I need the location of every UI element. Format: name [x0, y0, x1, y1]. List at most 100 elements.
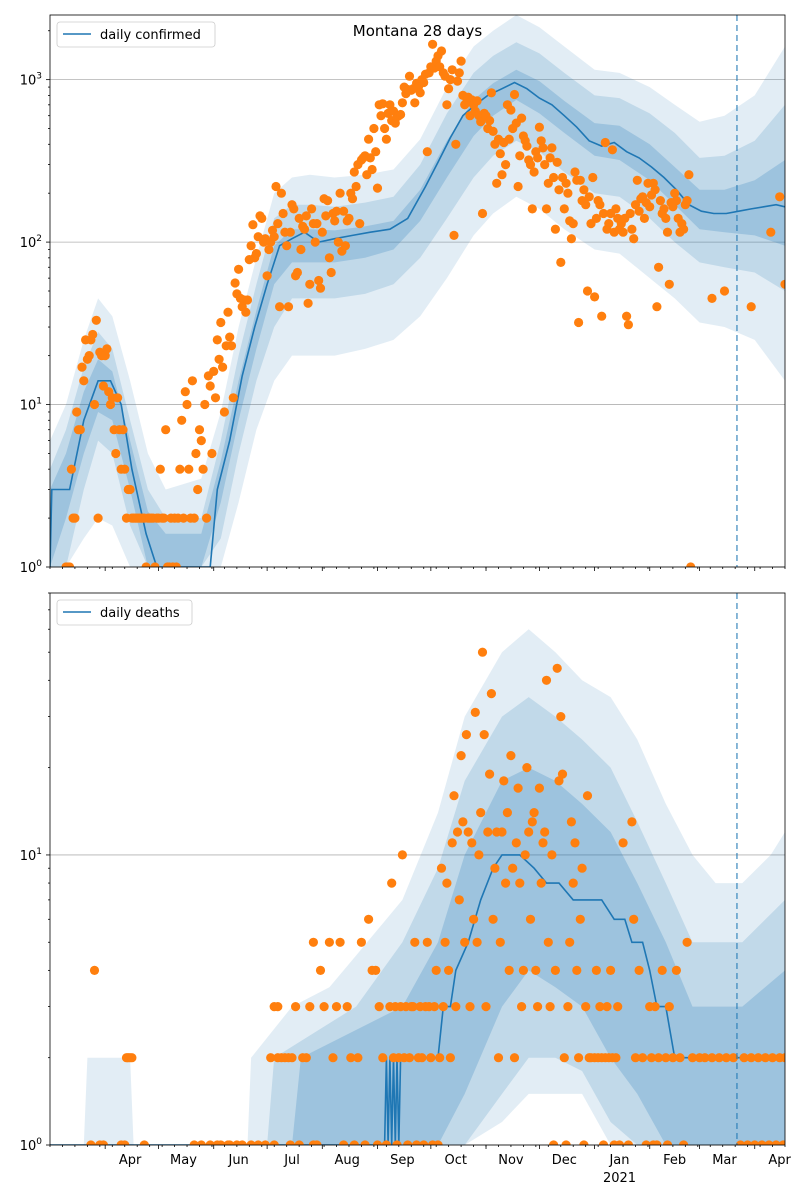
data-point: [444, 84, 454, 94]
data-point: [251, 249, 261, 259]
data-point: [331, 1002, 342, 1012]
data-point: [492, 178, 502, 188]
data-point: [497, 170, 507, 180]
data-point: [627, 224, 637, 234]
data-point: [700, 1053, 710, 1063]
data-point: [161, 425, 171, 435]
data-point: [189, 1140, 199, 1145]
data-point: [618, 838, 628, 848]
data-point: [598, 208, 609, 219]
data-point: [570, 838, 580, 848]
data-point: [305, 1002, 315, 1012]
data-point: [778, 1140, 785, 1145]
data-point: [285, 227, 295, 237]
data-point: [527, 204, 537, 214]
data-point: [189, 513, 199, 523]
data-point: [328, 1053, 338, 1063]
data-point: [187, 376, 197, 386]
data-point: [403, 1140, 413, 1145]
data-point: [686, 562, 696, 567]
x-year-label: 2021: [603, 1171, 636, 1186]
data-point: [682, 937, 692, 947]
data-point: [591, 213, 602, 223]
data-point: [613, 1002, 623, 1012]
data-point: [367, 164, 377, 175]
data-point: [248, 220, 258, 230]
data-point: [91, 315, 101, 325]
confidence-band: [292, 767, 785, 1145]
data-point: [614, 1140, 625, 1145]
x-tick-label: Mar: [712, 1153, 737, 1168]
data-point: [650, 185, 660, 195]
data-point: [438, 1002, 448, 1012]
data-point: [550, 224, 561, 234]
data-point: [509, 89, 520, 100]
data-point: [618, 227, 628, 237]
data-point: [447, 65, 457, 75]
legend-box: [56, 599, 193, 626]
data-point: [456, 751, 466, 761]
data-point: [98, 1140, 108, 1145]
data-point: [226, 341, 237, 351]
data-point: [454, 895, 464, 905]
data-point: [155, 464, 165, 474]
data-point: [739, 1053, 749, 1063]
data-point: [294, 1140, 304, 1145]
data-point: [246, 241, 256, 251]
data-point: [760, 1053, 771, 1063]
data-point: [307, 204, 317, 214]
data-point: [178, 513, 189, 523]
data-point: [661, 213, 671, 223]
data-point: [504, 965, 514, 976]
data-point: [572, 965, 582, 976]
data-point: [378, 99, 388, 109]
data-point: [545, 153, 555, 163]
data-point: [629, 234, 639, 244]
data-point: [70, 513, 80, 523]
data-point: [566, 817, 577, 827]
data-point: [536, 136, 546, 146]
data-point: [565, 937, 575, 947]
data-point: [533, 153, 543, 163]
data-point: [207, 448, 217, 459]
data-point: [529, 808, 539, 818]
data-point: [504, 134, 514, 144]
data-point: [360, 1140, 370, 1145]
data-point: [355, 219, 365, 229]
x-tick-label: Sep: [390, 1153, 415, 1168]
data-point: [241, 307, 251, 317]
data-point: [714, 1053, 724, 1063]
data-point: [766, 227, 776, 237]
data-point: [340, 241, 350, 251]
data-point: [654, 262, 664, 272]
data-point: [775, 192, 785, 202]
data-point: [581, 1002, 591, 1012]
data-point: [171, 562, 181, 567]
data-point: [218, 362, 228, 372]
data-point: [533, 1002, 543, 1012]
data-point: [349, 167, 359, 177]
data-point: [543, 178, 553, 188]
data-point: [534, 783, 545, 793]
data-point: [397, 850, 407, 860]
data-point: [262, 271, 272, 281]
data-point: [139, 1140, 149, 1145]
axes-frame: [49, 592, 786, 1146]
data-point: [486, 88, 496, 98]
data-point: [369, 123, 379, 134]
x-tick-label: Nov: [498, 1153, 524, 1168]
data-point: [88, 329, 98, 340]
data-point: [502, 808, 512, 818]
data-point: [536, 878, 546, 888]
plot-background: [50, 15, 785, 567]
data-point: [253, 1140, 263, 1145]
data-point: [436, 863, 447, 873]
data-point: [540, 160, 550, 170]
data-point: [314, 275, 324, 286]
data-point: [607, 145, 618, 155]
data-point: [433, 1140, 443, 1145]
data-point: [582, 791, 593, 801]
data-point: [531, 965, 541, 976]
data-point: [780, 279, 785, 289]
data-point: [780, 1053, 785, 1063]
